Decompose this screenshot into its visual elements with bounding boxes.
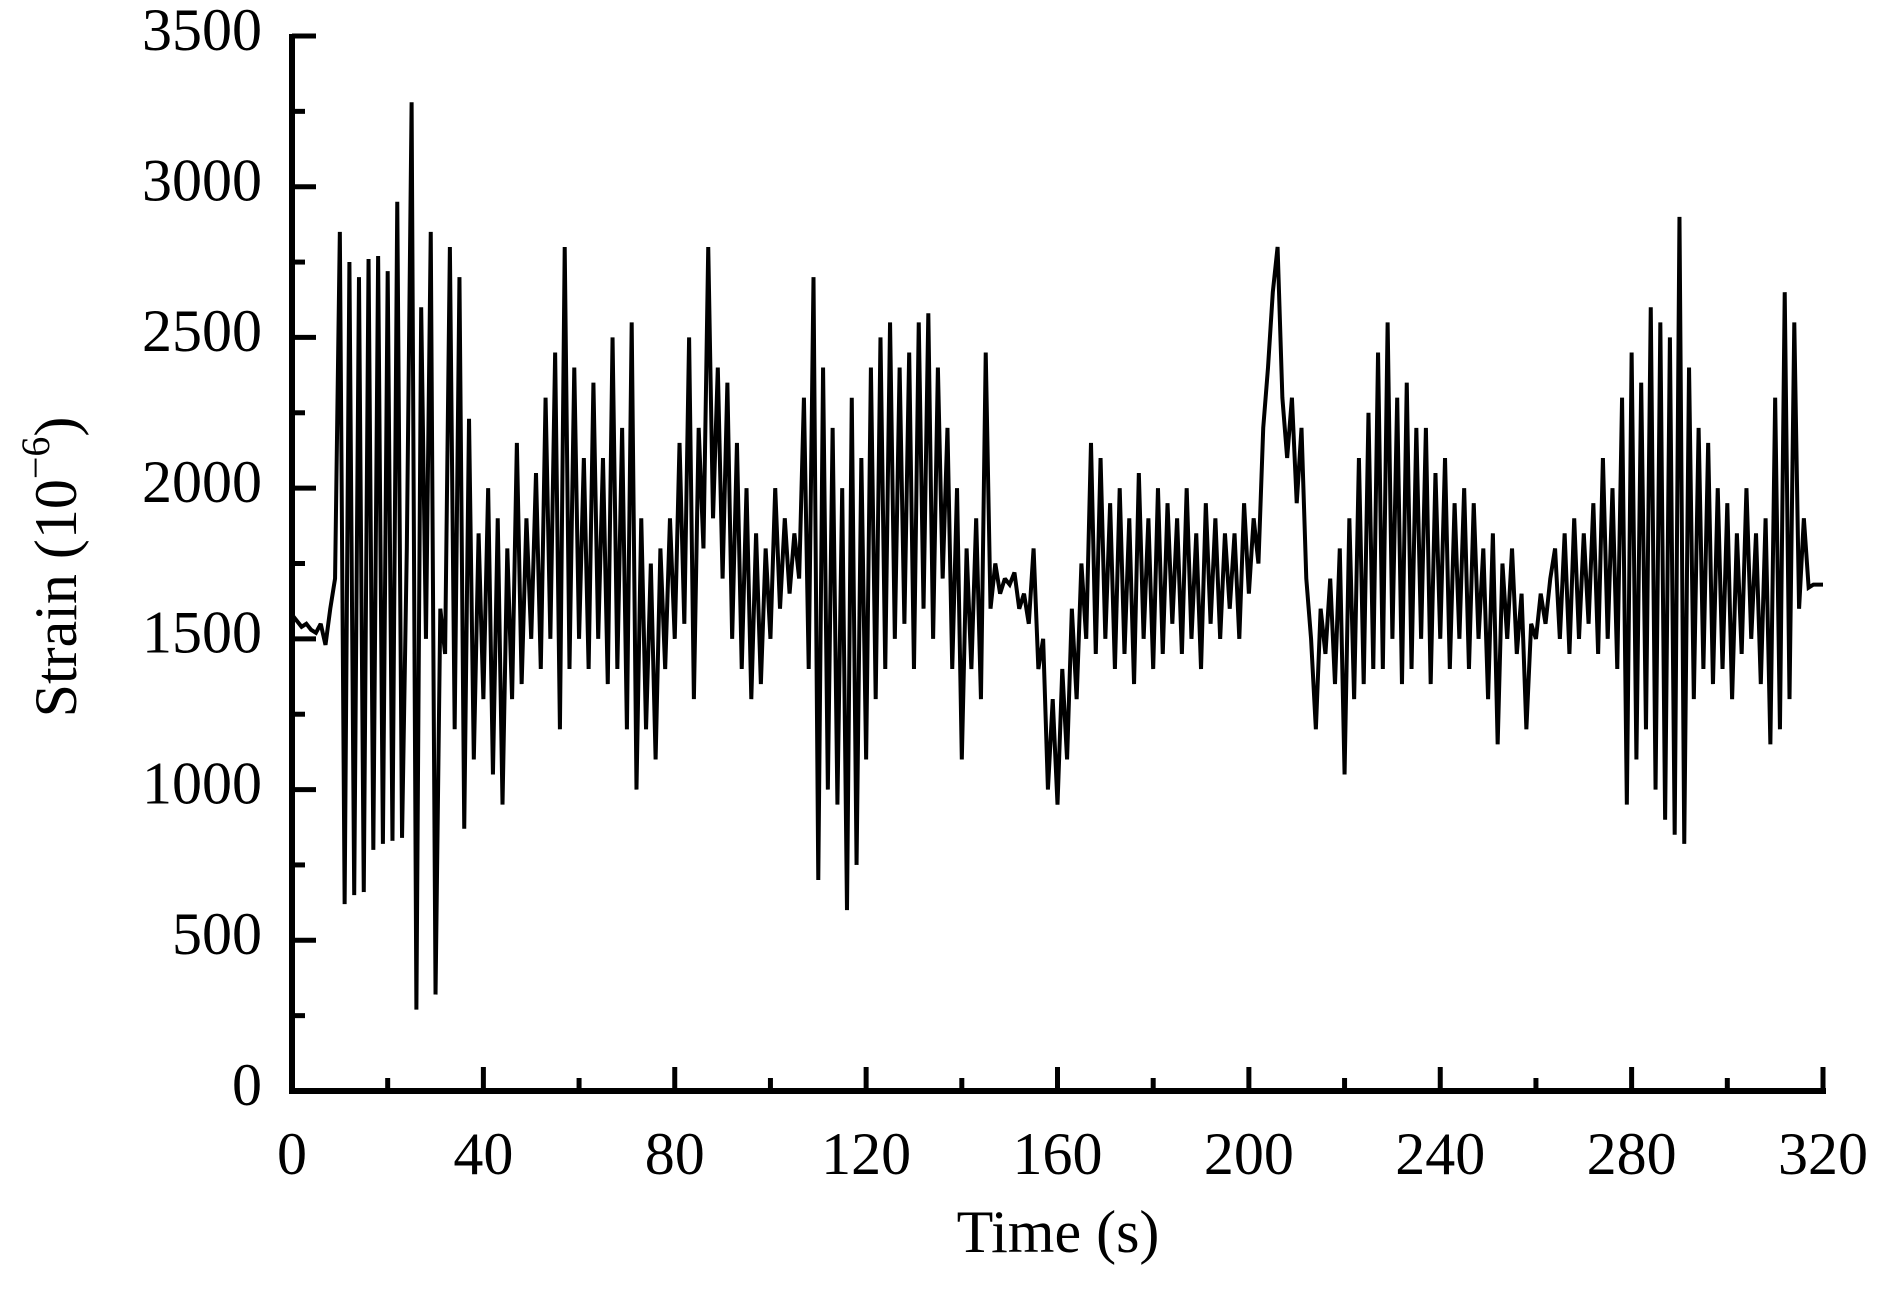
y-axis-title-main: Strain (10 (23, 479, 89, 717)
y-tick-label: 500 (172, 901, 262, 967)
y-tick-label: 3500 (142, 0, 262, 63)
y-tick-label: 1500 (142, 600, 262, 666)
y-tick-label: 2000 (142, 449, 262, 515)
x-tick-label: 320 (1778, 1121, 1868, 1187)
x-tick-label: 200 (1204, 1121, 1294, 1187)
y-tick-label: 1000 (142, 750, 262, 816)
x-tick-label: 240 (1395, 1121, 1485, 1187)
y-axis-title-exponent: −6 (13, 437, 58, 480)
x-tick-label: 120 (821, 1121, 911, 1187)
y-tick-label: 3000 (142, 147, 262, 213)
y-tick-label: 2500 (142, 298, 262, 364)
x-axis-title: Time (s) (957, 1199, 1160, 1265)
y-tick-label: 0 (232, 1052, 262, 1118)
y-axis-title-end: ) (23, 417, 89, 437)
x-tick-label: 40 (453, 1121, 513, 1187)
x-tick-label: 280 (1587, 1121, 1677, 1187)
data-line (290, 102, 1823, 1010)
x-tick-label: 160 (1013, 1121, 1103, 1187)
x-tick-label: 80 (645, 1121, 705, 1187)
x-tick-label: 0 (277, 1121, 307, 1187)
y-axis-title: Strain (10−6) (13, 417, 89, 718)
